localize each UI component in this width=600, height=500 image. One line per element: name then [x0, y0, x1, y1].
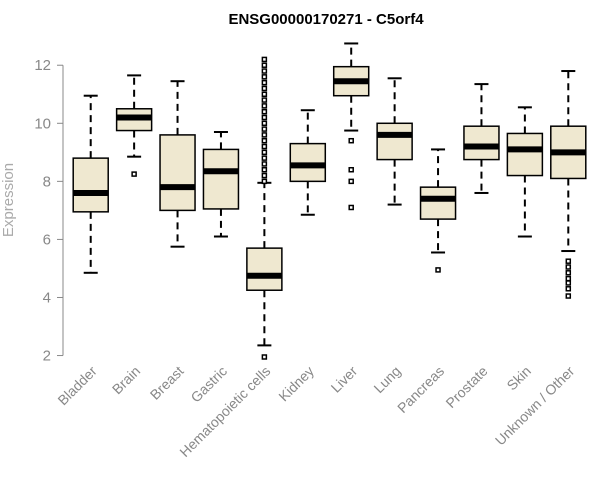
category-label: Gastric — [187, 363, 230, 406]
outlier-point — [261, 354, 268, 360]
box-group — [550, 70, 587, 299]
outlier-point — [435, 267, 441, 273]
box-group — [463, 83, 500, 194]
outlier-point — [261, 62, 268, 68]
outlier-point — [261, 161, 268, 167]
category-label: Pancreas — [394, 363, 447, 416]
outlier-point — [565, 286, 572, 292]
outlier-point — [261, 74, 268, 80]
y-tick-label: 6 — [43, 231, 51, 248]
boxes — [72, 42, 587, 360]
outlier-point — [261, 68, 268, 74]
outlier-point — [261, 132, 268, 138]
outlier-point — [261, 79, 268, 86]
outlier-point — [261, 149, 268, 156]
outlier-point — [261, 120, 268, 127]
iqr-box — [159, 134, 196, 212]
iqr-box — [419, 186, 457, 220]
outlier-point — [261, 97, 268, 103]
outlier-point — [565, 258, 572, 264]
box-group — [332, 42, 370, 211]
category-label: Unknown / Other — [492, 363, 578, 449]
outlier-point — [261, 172, 268, 179]
box-group — [72, 94, 109, 274]
outlier-point — [131, 171, 137, 177]
outlier-point — [348, 166, 354, 173]
outlier-point — [261, 137, 268, 144]
outlier-point — [348, 137, 354, 144]
y-tick-label: 10 — [34, 115, 51, 132]
outlier-point — [261, 178, 268, 185]
y-tick-label: 2 — [43, 348, 51, 365]
iqr-box — [202, 148, 240, 210]
iqr-box — [246, 247, 283, 291]
category-label: Breast — [147, 363, 187, 403]
box-group — [115, 74, 153, 177]
outlier-point — [565, 280, 572, 286]
outlier-point — [261, 114, 268, 121]
category-label: Kidney — [275, 363, 317, 405]
y-axis-title: Expression — [0, 163, 17, 237]
outlier-point — [261, 126, 268, 132]
box-group — [159, 80, 196, 248]
iqr-box — [463, 125, 500, 161]
box-group — [506, 106, 544, 238]
outlier-point — [565, 293, 572, 299]
outlier-point — [348, 204, 354, 211]
box-group — [202, 131, 240, 238]
iqr-box — [72, 157, 109, 213]
chart-title: ENSG00000170271 - C5orf4 — [228, 11, 424, 28]
outlier-point — [261, 85, 268, 92]
y-tick-label: 4 — [43, 289, 51, 306]
category-label: Brain — [109, 363, 143, 397]
y-axis: 2 4 6 8 10 12 — [34, 57, 64, 365]
iqr-box — [506, 132, 544, 177]
outlier-point — [261, 108, 268, 115]
outlier-point — [261, 91, 268, 98]
outlier-point — [565, 270, 572, 276]
category-label: Bladder — [54, 363, 100, 409]
outlier-point — [261, 56, 268, 63]
box-group — [419, 148, 457, 273]
box-group — [376, 77, 413, 206]
outlier-point — [261, 143, 268, 150]
category-label: Lung — [370, 363, 403, 396]
box-group — [289, 109, 327, 216]
outlier-point — [261, 155, 268, 161]
outlier-point — [261, 103, 268, 109]
box-group — [246, 56, 283, 360]
outlier-point — [348, 178, 354, 185]
outlier-point — [261, 166, 268, 173]
category-label: Skin — [503, 363, 534, 394]
y-tick-label: 12 — [34, 57, 51, 74]
category-label: Liver — [328, 363, 361, 396]
category-label: Prostate — [442, 363, 490, 411]
iqr-box — [376, 122, 413, 161]
outlier-point — [565, 275, 572, 282]
y-tick-label: 8 — [43, 173, 51, 190]
outlier-point — [565, 264, 572, 270]
